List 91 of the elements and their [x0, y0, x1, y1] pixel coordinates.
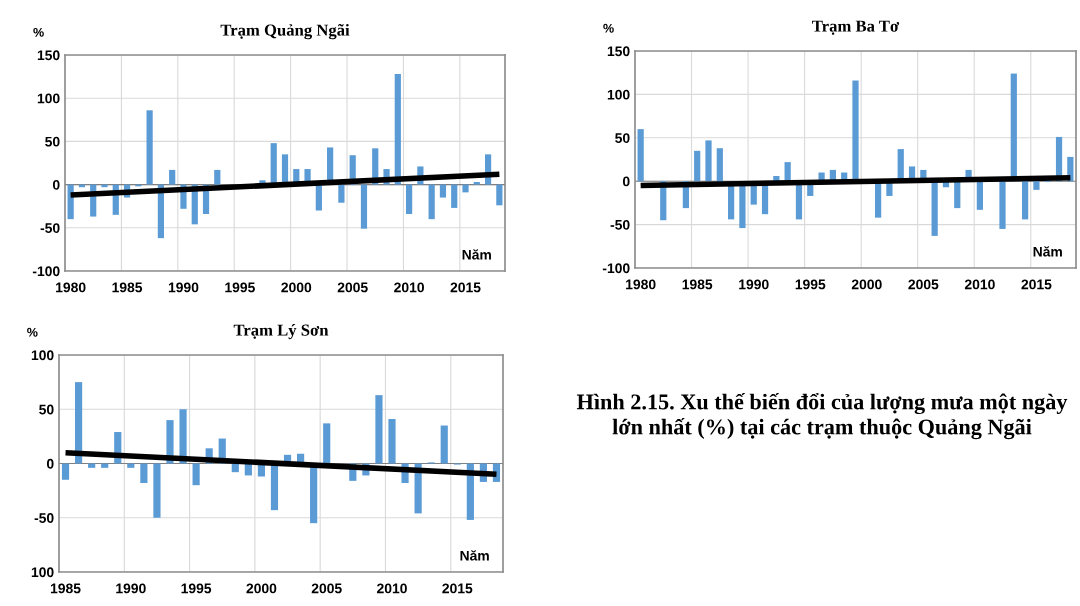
bar	[637, 129, 644, 182]
y-tick-label: 150	[37, 50, 60, 61]
bar	[192, 463, 200, 486]
x-tick-label: 2000	[851, 279, 882, 290]
x-tick-label: 1990	[116, 583, 146, 594]
x-tick-label: 2010	[964, 279, 995, 290]
x-tick-label: 1990	[168, 282, 199, 293]
x-tick-label: 2000	[246, 583, 277, 594]
y-tick-label: 150	[607, 46, 630, 57]
y-tick-label: 100	[31, 567, 54, 578]
y-tick-label: 0	[46, 458, 54, 469]
y-tick-label: 100	[31, 350, 54, 361]
bar	[61, 463, 70, 480]
bar	[999, 181, 1006, 229]
bar	[101, 463, 109, 468]
y-tick-label: -50	[34, 513, 54, 523]
bar	[88, 463, 96, 468]
y-tick-label: -50	[610, 219, 630, 230]
bar	[153, 463, 161, 518]
x-tick-label: 2010	[377, 583, 407, 594]
bar	[931, 181, 938, 236]
y-tick-label: 50	[45, 136, 60, 147]
bar	[270, 143, 277, 185]
y-tick-label: -100	[32, 266, 60, 277]
y-axis-title: %	[603, 23, 614, 33]
x-tick-label: 1980	[56, 282, 86, 293]
bar	[694, 150, 701, 182]
x-tick-label: 2005	[337, 282, 368, 293]
y-axis-title: %	[33, 27, 44, 37]
bar	[1022, 181, 1029, 220]
bar	[716, 148, 723, 182]
bar	[146, 110, 153, 185]
x-tick-label: 2000	[281, 282, 312, 293]
y-tick-label: -100	[602, 263, 630, 274]
x-tick-label: 2005	[908, 279, 939, 290]
bar	[375, 395, 383, 464]
bar	[360, 184, 368, 229]
bar	[852, 80, 859, 182]
bar	[428, 184, 435, 220]
x-axis-title: Năm	[1033, 246, 1062, 257]
bar	[75, 382, 83, 464]
bar	[439, 184, 447, 198]
x-tick-label: 1995	[225, 282, 255, 293]
bar	[954, 181, 961, 209]
chart-title: Trạm Quảng Ngãi	[220, 23, 350, 40]
bar	[406, 184, 413, 214]
y-tick-label: 0	[622, 176, 630, 187]
x-tick-label: 1985	[50, 583, 81, 594]
bar	[127, 463, 135, 468]
y-tick-label: 100	[37, 93, 60, 104]
y-tick-label: 100	[607, 89, 630, 100]
bar	[875, 181, 882, 218]
bar	[473, 182, 480, 185]
x-tick-label: 1990	[739, 279, 769, 290]
bar	[169, 169, 176, 185]
bar	[784, 162, 791, 182]
y-tick-label: 0	[52, 179, 60, 190]
bar	[140, 463, 148, 484]
y-tick-label: 50	[39, 404, 54, 415]
bar	[388, 419, 396, 464]
bar	[1033, 181, 1040, 190]
x-tick-label: 1995	[181, 583, 212, 594]
bar	[315, 184, 322, 211]
x-tick-label: 1985	[112, 282, 143, 293]
bar	[462, 184, 469, 193]
chart-title: Trạm Ba Tơ	[812, 20, 900, 35]
bar	[496, 184, 503, 206]
y-axis-title: %	[27, 327, 38, 337]
bar	[705, 140, 712, 182]
x-tick-label: 1980	[626, 279, 656, 290]
chart-title: Trạm Lý Sơn	[233, 323, 329, 340]
x-axis-title: Năm	[460, 550, 489, 561]
bar	[270, 463, 279, 511]
bar	[440, 425, 448, 464]
x-tick-label: 1995	[795, 279, 826, 290]
x-tick-label: 2010	[394, 282, 424, 293]
x-tick-label: 2015	[450, 282, 481, 293]
x-axis-title: Năm	[462, 249, 491, 260]
y-tick-label: -50	[40, 223, 60, 233]
x-tick-label: 1985	[682, 279, 713, 290]
bar	[214, 169, 221, 185]
bar	[338, 184, 345, 203]
bar	[323, 423, 331, 464]
bar	[394, 74, 401, 185]
x-tick-label: 2015	[1021, 279, 1052, 290]
x-tick-label: 2015	[442, 583, 473, 594]
bar	[976, 181, 983, 210]
bar	[451, 184, 458, 208]
y-tick-label: 50	[615, 133, 630, 143]
x-tick-label: 2005	[311, 583, 342, 594]
text: Hình 2.15. Xu thế biến đổi của lượng mưa một ngày lớn nhất (%) tại các trạm thuộc Quảng Ngãi	[576, 393, 1068, 440]
